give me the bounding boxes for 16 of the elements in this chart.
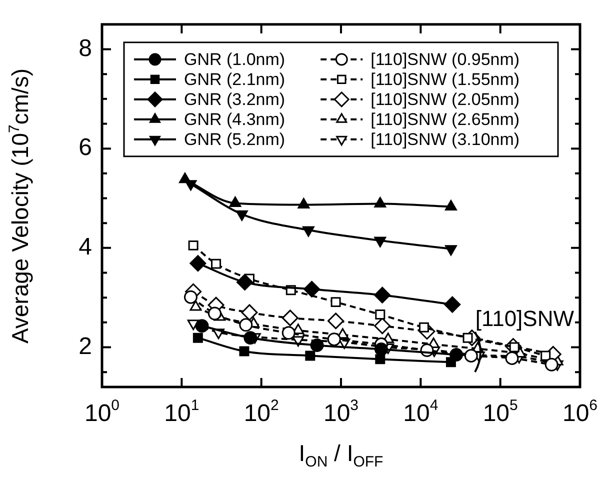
annotation: [110]SNW xyxy=(475,306,574,331)
y-tick-label: 6 xyxy=(78,134,92,162)
legend-label: GNR (5.2nm) xyxy=(184,130,286,150)
legend-label: GNR (4.3nm) xyxy=(184,110,286,130)
legend-label: [110]SNW (2.05nm) xyxy=(370,90,520,110)
y-tick-label: 2 xyxy=(78,332,92,360)
legend-label: GNR (1.0nm) xyxy=(184,50,286,70)
legend-label: GNR (2.1nm) xyxy=(184,70,286,90)
legend-label: GNR (3.2nm) xyxy=(184,90,286,110)
legend-label: [110]SNW (3.10nm) xyxy=(370,130,520,150)
y-tick-label: 4 xyxy=(78,234,92,261)
y-tick-label: 8 xyxy=(78,34,92,62)
x-axis-title: I$_{ON}$ / I$_{OFF}$ xyxy=(298,440,384,471)
legend-label: [110]SNW (2.65nm) xyxy=(370,110,520,130)
legend-label: [110]SNW (0.95nm) xyxy=(370,50,520,70)
legend-label: [110]SNW (1.55nm) xyxy=(370,70,520,90)
